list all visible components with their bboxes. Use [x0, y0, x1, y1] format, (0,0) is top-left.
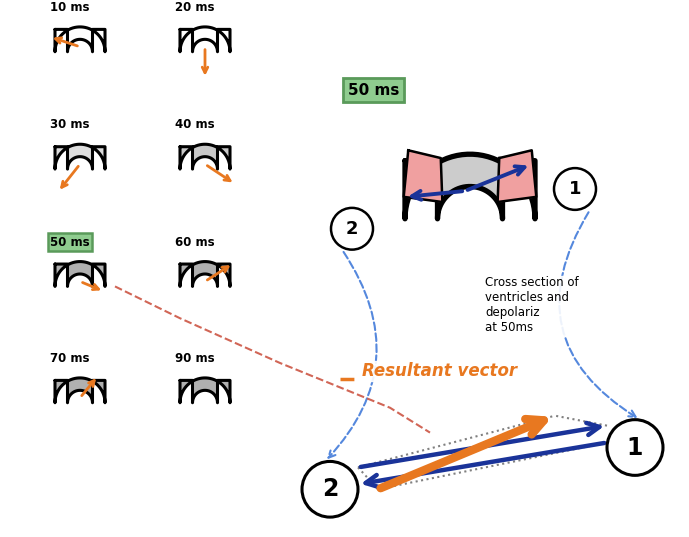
Text: 50 ms: 50 ms: [348, 83, 400, 98]
Polygon shape: [180, 144, 230, 169]
Polygon shape: [55, 378, 105, 403]
Circle shape: [302, 461, 358, 517]
Polygon shape: [404, 150, 442, 202]
Polygon shape: [55, 262, 105, 286]
Circle shape: [331, 208, 373, 250]
Text: 40 ms: 40 ms: [175, 118, 215, 132]
Polygon shape: [497, 150, 536, 202]
Polygon shape: [180, 262, 230, 286]
Text: 10 ms: 10 ms: [50, 1, 90, 14]
Polygon shape: [180, 27, 230, 52]
Text: 1: 1: [627, 436, 644, 460]
Circle shape: [554, 168, 596, 210]
Text: 1: 1: [568, 180, 582, 198]
Text: Cross section of
ventricles and
depolariz
at 50ms: Cross section of ventricles and depolari…: [485, 277, 579, 335]
Text: 70 ms: 70 ms: [50, 352, 90, 365]
Text: 50 ms: 50 ms: [50, 236, 90, 249]
Text: 2: 2: [346, 220, 358, 238]
Text: 20 ms: 20 ms: [175, 1, 214, 14]
Text: 60 ms: 60 ms: [175, 236, 215, 249]
Polygon shape: [55, 27, 105, 52]
Text: 30 ms: 30 ms: [50, 118, 90, 132]
Text: 90 ms: 90 ms: [175, 352, 215, 365]
Polygon shape: [180, 378, 230, 403]
Circle shape: [607, 420, 663, 475]
Text: Resultant vector: Resultant vector: [362, 362, 517, 380]
Polygon shape: [55, 144, 105, 169]
Text: 2: 2: [322, 477, 338, 501]
Polygon shape: [405, 154, 535, 219]
